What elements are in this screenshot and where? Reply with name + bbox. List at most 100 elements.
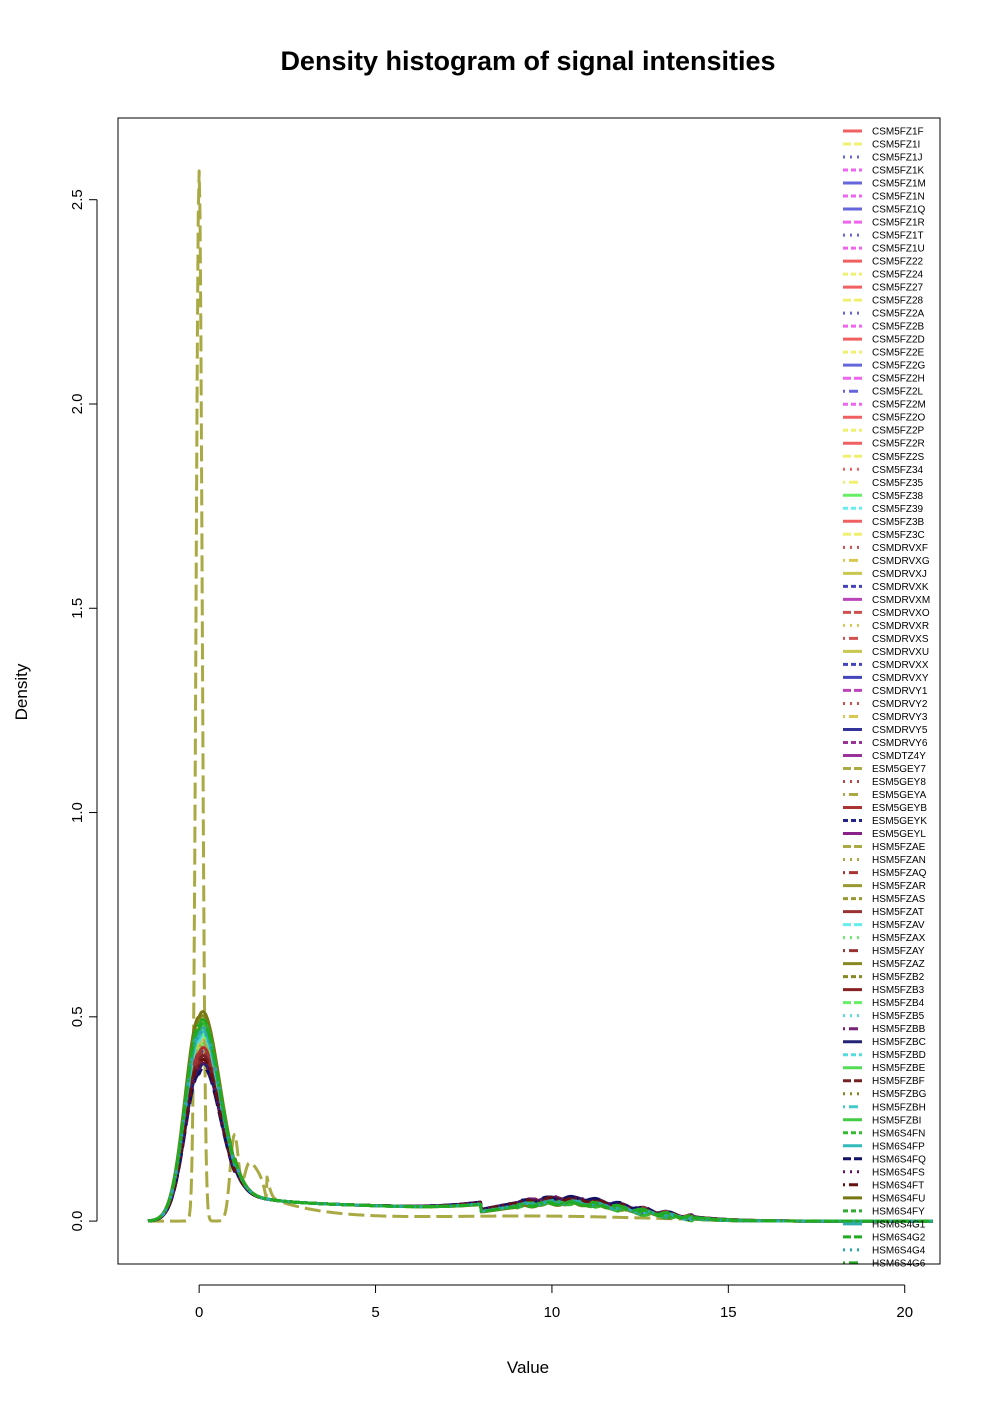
legend-label: CSM5FZ2P [872,426,925,437]
legend-label: CSM5FZ2G [872,361,926,372]
legend-label: HSM5FZB4 [872,998,925,1009]
legend-item: HSM6S4G1 [843,1219,926,1230]
y-tick-label: 0.5 [69,1006,86,1027]
legend-label: CSM5FZ2H [872,374,925,385]
legend-item: CSMDRVXR [843,621,929,632]
legend-item: CSM5FZ35 [843,478,924,489]
legend-label: CSM5FZ1I [872,140,920,151]
legend-label: HSM5FZAN [872,855,926,866]
chart-title: Density histogram of signal intensities [280,46,775,76]
legend-item: HSM5FZAT [843,907,924,918]
legend-item: HSM6S4FN [843,1128,925,1139]
y-tick-label: 2.5 [69,189,86,210]
legend-label: CSMDRVY2 [872,699,928,710]
legend-item: CSM5FZ2A [843,309,925,320]
legend-label: ESM5GEYK [872,816,927,827]
legend-item: HSM6S4FY [843,1206,925,1217]
legend-item: CSM5FZ2S [843,452,925,463]
legend-label: HSM6S4FS [872,1167,925,1178]
legend-label: HSM6S4G4 [872,1245,926,1256]
legend-label: HSM5FZAE [872,842,926,853]
legend-label: CSM5FZ1T [872,231,924,242]
legend-item: HSM6S4G4 [843,1245,926,1256]
legend-item: HSM6S4FT [843,1180,924,1191]
series-line-hsm6s4ft [147,1058,934,1223]
legend-item: HSM5FZB5 [843,1011,925,1022]
legend-label: CSMDRVY5 [872,725,928,736]
legend-item: CSM5FZ2L [843,387,924,398]
legend-label: CSM5FZ1R [872,218,925,229]
legend-item: HSM6S4G2 [843,1232,926,1243]
legend-label: HSM6S4G2 [872,1232,926,1243]
legend-label: HSM5FZBF [872,1076,925,1087]
legend-label: CSMDRVXG [872,556,930,567]
legend-label: ESM5GEY8 [872,777,926,788]
legend-item: CSM5FZ34 [843,465,924,476]
legend-label: CSM5FZ2L [872,387,924,398]
legend-label: HSM5FZB5 [872,1011,925,1022]
legend-label: CSM5FZ39 [872,504,924,515]
legend-item: CSM5FZ2G [843,361,926,372]
legend-label: CSM5FZ2E [872,348,925,359]
legend-item: HSM5FZBI [843,1115,921,1126]
legend-label: CSM5FZ35 [872,478,924,489]
legend-label: CSMDRVXX [872,660,929,671]
plot-area [147,169,934,1223]
legend-label: CSMDRVXJ [872,569,927,580]
legend-item: HSM6S4FU [843,1193,925,1204]
legend-item: CSMDRVXJ [843,569,927,580]
legend-item: HSM5FZAX [843,933,926,944]
y-tick-label: 2.0 [69,394,86,415]
legend-label: CSM5FZ2A [872,309,925,320]
legend-item: CSM5FZ1F [843,127,924,138]
legend-label: HSM5FZAY [872,946,925,957]
legend-label: HSM5FZAZ [872,959,925,970]
legend-label: CSM5FZ24 [872,270,924,281]
x-axis-label: Value [507,1358,549,1377]
legend-item: CSM5FZ1U [843,244,925,255]
x-axis: 0 5 10 15 20 [195,1284,913,1321]
legend-item: ESM5GEYB [843,803,927,814]
y-tick-label: 0.0 [69,1211,86,1232]
legend-label: CSM5FZ1F [872,127,924,138]
y-axis: 0.0 0.5 1.0 1.5 2.0 2.5 [69,189,98,1232]
legend-item: CSMDRVXM [843,595,930,606]
legend-label: CSMDRVXS [872,634,929,645]
legend-label: ESM5GEY7 [872,764,926,775]
legend-item: HSM5FZAY [843,946,925,957]
legend-item: CSM5FZ28 [843,296,924,307]
legend-item: HSM5FZBE [843,1063,926,1074]
legend-label: CSM5FZ28 [872,296,924,307]
legend-item: HSM5FZAZ [843,959,925,970]
legend-item: CSMDRVXK [843,582,929,593]
legend-item: CSM5FZ2B [843,322,925,333]
legend-label: CSM5FZ38 [872,491,924,502]
legend-label: HSM6S4FT [872,1180,924,1191]
x-tick-label: 20 [896,1304,913,1321]
legend-label: CSM5FZ1M [872,179,926,190]
series-line-esm5gey7 [147,169,934,1223]
legend-label: CSM5FZ2O [872,413,926,424]
legend-item: ESM5GEY7 [843,764,926,775]
legend-item: CSMDRVXO [843,608,930,619]
legend-item: CSM5FZ27 [843,283,924,294]
legend-label: CSM5FZ1Q [872,205,926,216]
legend-item: CSM5FZ1J [843,153,923,164]
legend-label: CSM5FZ2M [872,400,926,411]
legend-item: CSM5FZ2D [843,335,925,346]
legend-label: HSM5FZAT [872,907,924,918]
legend-item: CSM5FZ2R [843,439,925,450]
legend-label: CSM5FZ1K [872,166,925,177]
legend-label: HSM5FZBI [872,1115,921,1126]
legend-item: CSMDRVY1 [843,686,928,697]
legend-item: HSM5FZBG [843,1089,927,1100]
legend-label: CSMDRVXF [872,543,928,554]
legend-label: HSM5FZBG [872,1089,927,1100]
legend-item: CSMDRVY2 [843,699,928,710]
legend-label: HSM6S4G1 [872,1219,926,1230]
legend-item: HSM5FZAQ [843,868,927,879]
series-line-hsm6s4g4 [147,1030,934,1223]
legend-item: HSM5FZB2 [843,972,925,983]
legend-item: CSMDTZ4Y [843,751,926,762]
